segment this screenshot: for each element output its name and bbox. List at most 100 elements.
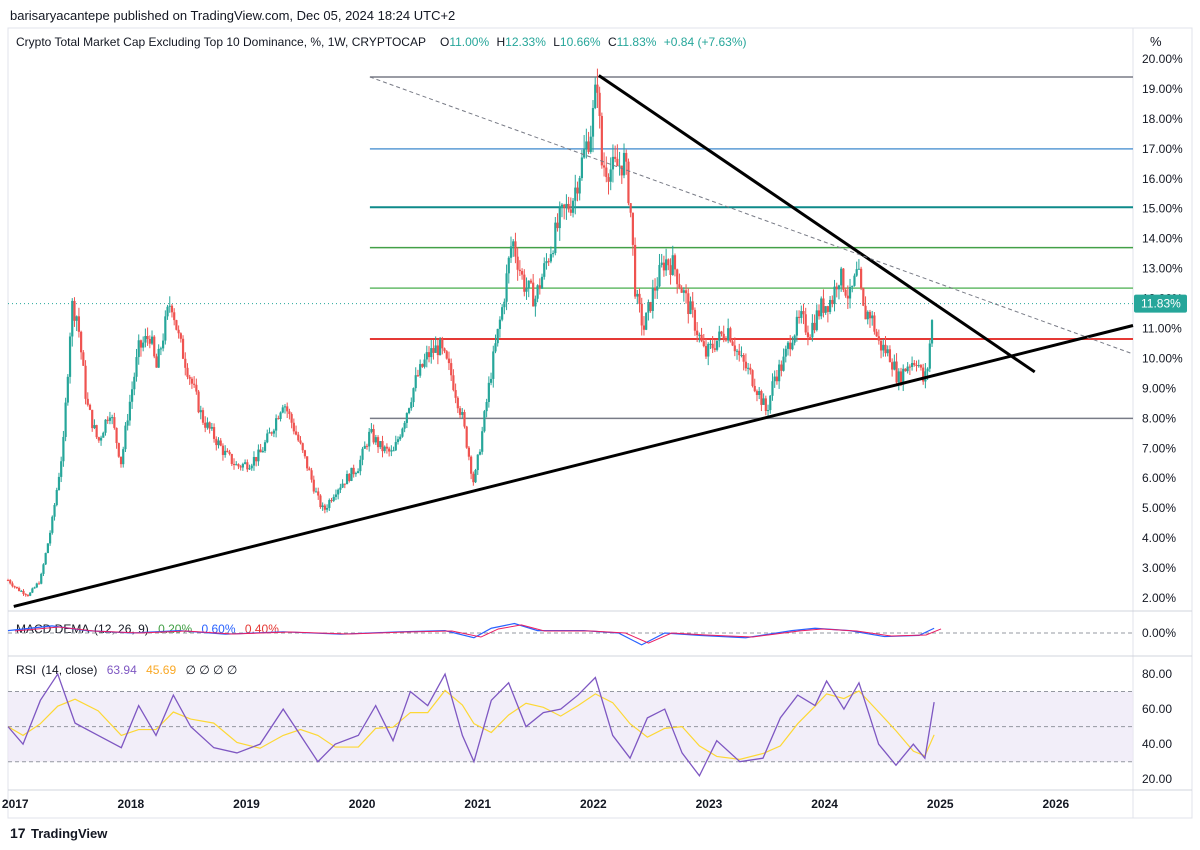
candle-body xyxy=(509,246,513,258)
x-tick-label: 2021 xyxy=(464,797,491,811)
candle-body xyxy=(751,370,754,386)
candle-body xyxy=(527,280,530,288)
candle-body xyxy=(837,285,841,290)
candle-body xyxy=(235,464,238,466)
tradingview-logo[interactable]: 17 TradingView xyxy=(10,825,108,841)
candle-body xyxy=(155,356,158,368)
candle-body xyxy=(303,450,307,457)
candle-body xyxy=(828,299,832,312)
candle-body xyxy=(731,341,734,346)
candle-body xyxy=(111,417,114,419)
candle-body xyxy=(658,264,661,287)
candle-body xyxy=(866,311,869,320)
candle-body xyxy=(343,483,346,485)
scale-unit-button[interactable]: % xyxy=(1150,34,1162,49)
candle-body xyxy=(248,468,251,470)
candle-body xyxy=(144,335,147,343)
candle-body xyxy=(888,349,892,363)
candle-body xyxy=(742,355,745,362)
candle-body xyxy=(833,286,836,305)
candle-body xyxy=(441,339,444,349)
candle-body xyxy=(407,408,411,414)
y-tick-label: 18.00% xyxy=(1142,112,1183,126)
candle-body xyxy=(325,507,329,510)
candle-body xyxy=(270,432,273,434)
candle-body xyxy=(215,438,218,446)
candle-body xyxy=(600,115,603,166)
candle-body xyxy=(678,284,681,288)
candle-body xyxy=(917,365,920,367)
candle-body xyxy=(181,338,185,359)
rsi-y-tick: 20.00 xyxy=(1142,772,1172,786)
candle-body xyxy=(467,447,471,457)
candle-body xyxy=(897,371,900,383)
candle-body xyxy=(472,473,475,483)
candle-body xyxy=(168,305,171,307)
candle-body xyxy=(385,446,389,449)
candle-body xyxy=(840,268,843,286)
candle-body xyxy=(419,364,422,376)
candle-body xyxy=(239,466,242,468)
candle-body xyxy=(797,316,801,318)
candle-body xyxy=(456,397,459,409)
candle-body xyxy=(24,594,27,596)
candle-body xyxy=(436,345,439,356)
candle-body xyxy=(580,157,584,179)
candle-body xyxy=(709,343,712,345)
candle-body xyxy=(9,580,12,584)
candle-body xyxy=(846,295,849,299)
candle-body xyxy=(871,315,874,319)
candle-body xyxy=(576,187,579,194)
candle-body xyxy=(275,418,278,431)
candle-body xyxy=(102,432,105,438)
candle-body xyxy=(764,398,767,411)
candle-body xyxy=(430,348,433,358)
candle-body xyxy=(399,436,402,440)
candle-body xyxy=(243,462,247,464)
candle-body xyxy=(786,342,790,349)
tradingview-logo-icon: 17 xyxy=(10,825,26,841)
candle-body xyxy=(159,348,162,350)
y-tick-label: 19.00% xyxy=(1142,82,1183,96)
y-tick-label: 13.00% xyxy=(1142,262,1183,276)
candle-body xyxy=(665,259,668,271)
candle-body xyxy=(640,303,643,326)
candle-body xyxy=(135,357,138,377)
candle-body xyxy=(443,348,446,352)
candle-body xyxy=(809,337,812,339)
current-price-label: 11.83% xyxy=(1141,297,1181,311)
candle-body xyxy=(501,307,504,320)
candle-body xyxy=(758,391,761,395)
candle-body xyxy=(323,505,326,510)
candle-body xyxy=(802,311,805,315)
candle-body xyxy=(259,449,262,453)
candle-body xyxy=(179,333,182,339)
candle-body xyxy=(791,342,794,350)
candle-body xyxy=(150,336,154,344)
candle-body xyxy=(279,412,282,419)
candle-body xyxy=(146,335,149,339)
candle-body xyxy=(142,342,145,348)
candle-body xyxy=(729,328,732,342)
candle-body xyxy=(618,165,621,167)
candle-body xyxy=(922,367,925,382)
candle-body xyxy=(904,368,907,372)
candle-body xyxy=(29,592,32,596)
candle-body xyxy=(115,427,118,444)
candle-body xyxy=(193,383,196,385)
candle-body xyxy=(37,583,41,585)
candle-body xyxy=(201,410,205,423)
candle-body xyxy=(314,491,318,493)
candle-body xyxy=(383,446,386,452)
candle-body xyxy=(64,402,67,437)
candle-body xyxy=(744,361,747,369)
candle-body xyxy=(66,376,69,403)
candle-body xyxy=(26,594,30,596)
x-tick-label: 2020 xyxy=(349,797,376,811)
candle-body xyxy=(221,445,225,455)
rsi-y-tick: 60.00 xyxy=(1142,702,1172,716)
candle-body xyxy=(423,359,426,367)
rsi-y-tick: 80.00 xyxy=(1142,667,1172,681)
candle-body xyxy=(633,244,637,297)
